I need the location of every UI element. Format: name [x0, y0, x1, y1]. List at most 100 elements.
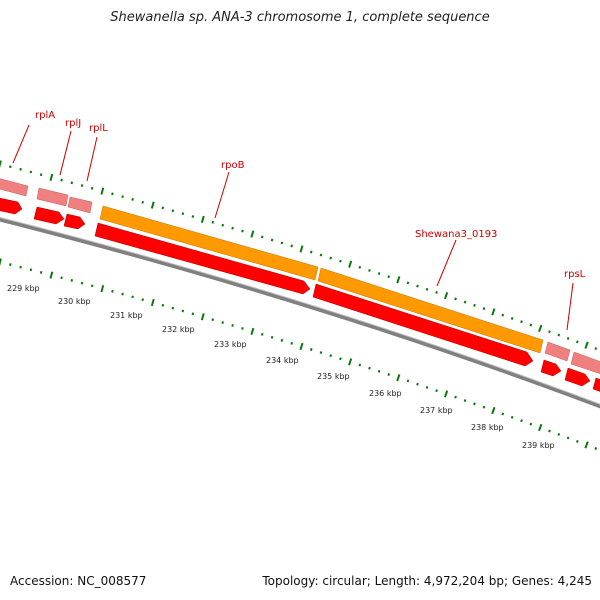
- tick-mark: [250, 230, 255, 238]
- tick-mark: [557, 333, 561, 337]
- callout-rplL: [86, 136, 98, 182]
- chromosome-backbone-highlight: [0, 217, 600, 405]
- tick-mark: [299, 245, 304, 253]
- tick-mark: [241, 229, 244, 233]
- gene-Shewana3_0193[interactable]: [317, 267, 544, 354]
- outer-tick-ring: [0, 160, 598, 351]
- tick-mark: [80, 281, 84, 285]
- gene-rplJ-pink[interactable]: [36, 187, 69, 207]
- tick-mark: [221, 223, 224, 227]
- tick-mark: [231, 324, 234, 327]
- tick-mark: [39, 173, 43, 177]
- tick-mark: [150, 298, 155, 307]
- gene-red-1[interactable]: [0, 196, 23, 215]
- gene-rplA-pink[interactable]: [0, 176, 29, 197]
- tick-mark: [171, 209, 175, 213]
- tick-mark: [348, 260, 353, 268]
- label-rpoB[interactable]: rpoB: [221, 160, 245, 171]
- gene-pink-edge[interactable]: [570, 351, 600, 374]
- tick-mark: [121, 292, 124, 296]
- tick-mark: [191, 312, 195, 316]
- tick-mark: [80, 184, 84, 187]
- tick-mark: [548, 429, 551, 433]
- orange-gene-track: [99, 205, 544, 354]
- kbp-label: 235 kbp: [317, 372, 350, 381]
- tick-mark: [241, 326, 244, 330]
- gene-red-5[interactable]: [312, 283, 534, 367]
- tick-mark: [443, 390, 449, 398]
- tick-mark: [231, 226, 234, 230]
- tick-mark: [339, 259, 342, 263]
- tick-mark: [280, 241, 284, 245]
- kbp-label: 230 kbp: [58, 297, 91, 306]
- tick-mark: [425, 385, 429, 389]
- map-title: Shewanella sp. ANA-3 chromosome 1, compl…: [110, 10, 490, 25]
- tick-mark: [319, 253, 323, 257]
- tick-mark: [100, 284, 105, 293]
- tick-mark: [141, 200, 145, 204]
- gene-red-4[interactable]: [94, 222, 311, 295]
- tick-mark: [510, 415, 514, 419]
- gene-rplL-pink[interactable]: [67, 196, 93, 214]
- tick-mark: [49, 173, 54, 182]
- tick-mark: [60, 276, 63, 280]
- gene-red-8[interactable]: [592, 377, 600, 394]
- label-Shewana3_0193[interactable]: Shewana3_0193: [415, 229, 497, 240]
- tick-mark: [435, 389, 438, 393]
- tick-mark: [131, 198, 134, 201]
- label-rplA[interactable]: rplA: [35, 110, 55, 121]
- tick-mark: [309, 348, 313, 351]
- tick-mark: [70, 279, 74, 282]
- tick-mark: [594, 446, 598, 450]
- kbp-label: 231 kbp: [110, 311, 143, 320]
- tick-mark: [260, 332, 264, 336]
- gene-rpoB[interactable]: [99, 205, 319, 281]
- label-rplJ[interactable]: rplJ: [65, 118, 81, 129]
- tick-mark: [416, 382, 419, 386]
- tick-mark: [368, 366, 371, 370]
- gene-red-2[interactable]: [33, 206, 65, 225]
- kbp-label: 234 kbp: [266, 356, 299, 365]
- tick-mark: [584, 341, 589, 349]
- tick-mark: [111, 192, 114, 196]
- label-rplL[interactable]: rplL: [89, 123, 108, 134]
- tick-mark: [49, 271, 54, 279]
- kbp-label: 236 kbp: [369, 389, 402, 398]
- tick-mark: [435, 291, 438, 294]
- tick-mark: [444, 292, 449, 300]
- tick-mark: [131, 295, 134, 299]
- callout-rpoB: [214, 171, 230, 219]
- tick-mark: [191, 215, 195, 218]
- tick-mark: [221, 321, 224, 324]
- tick-mark: [538, 423, 543, 432]
- tick-mark: [290, 244, 294, 248]
- tick-mark: [473, 303, 476, 307]
- tick-mark: [482, 405, 486, 409]
- gene-red-7[interactable]: [564, 367, 591, 387]
- tick-mark: [387, 275, 391, 279]
- tick-mark: [29, 170, 33, 174]
- tick-mark: [520, 320, 523, 324]
- tick-mark: [463, 399, 467, 402]
- tick-mark: [566, 436, 570, 440]
- tick-mark: [161, 206, 165, 210]
- tick-mark: [575, 340, 579, 344]
- tick-mark: [0, 258, 2, 266]
- tick-mark: [200, 313, 205, 321]
- label-rpsL[interactable]: rpsL: [564, 269, 586, 280]
- tick-mark: [491, 308, 496, 316]
- tick-mark: [90, 186, 94, 190]
- tick-mark: [161, 303, 165, 307]
- tick-mark: [557, 432, 561, 436]
- gene-rpsL-pink[interactable]: [544, 341, 571, 362]
- tick-mark: [377, 272, 381, 275]
- tick-mark: [19, 265, 22, 269]
- gene-red-6[interactable]: [540, 359, 562, 377]
- callout-rplA: [12, 124, 30, 164]
- tick-mark: [0, 160, 2, 168]
- tick-mark: [538, 324, 543, 333]
- tick-mark: [280, 338, 284, 342]
- tick-mark: [260, 235, 264, 239]
- gene-red-3[interactable]: [63, 213, 86, 230]
